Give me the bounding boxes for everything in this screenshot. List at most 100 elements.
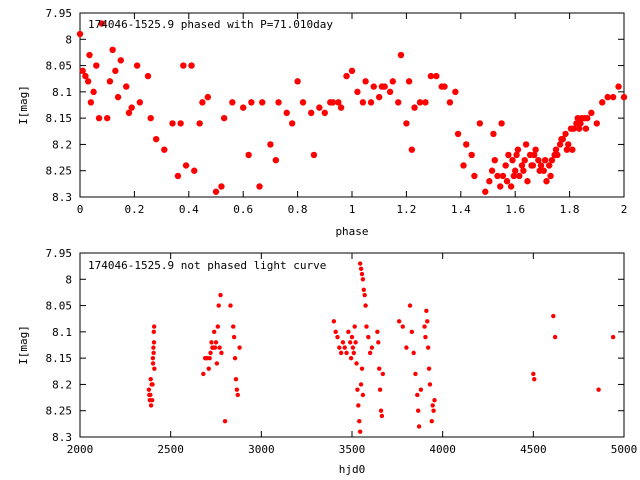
- chart-title: 174046-1525.9 phased with P=71.010day: [88, 18, 333, 31]
- data-point: [375, 329, 380, 335]
- data-point: [180, 62, 187, 69]
- data-point: [389, 78, 396, 85]
- y-tick-label: 8: [65, 273, 72, 286]
- data-point: [196, 120, 203, 127]
- x-tick-label: 1.2: [396, 203, 416, 216]
- data-point: [209, 340, 214, 345]
- data-point: [532, 376, 537, 382]
- data-point: [494, 172, 501, 180]
- data-point: [161, 146, 168, 153]
- data-point: [294, 78, 301, 85]
- y-tick-label: 8.3: [52, 431, 72, 444]
- data-point: [245, 151, 252, 159]
- data-point: [559, 135, 566, 143]
- data-point: [188, 62, 195, 69]
- y-tick-label: 8.2: [52, 138, 72, 151]
- data-point: [540, 167, 547, 174]
- data-point: [147, 114, 154, 122]
- data-point: [441, 83, 448, 90]
- x-tick-label: 0.2: [124, 203, 144, 216]
- y-tick-label: 8.05: [46, 300, 73, 313]
- data-point: [463, 141, 470, 148]
- data-point: [215, 324, 221, 329]
- data-point: [556, 141, 564, 148]
- data-point: [505, 151, 512, 159]
- data-point: [288, 120, 296, 127]
- y-tick-label: 8.3: [52, 191, 72, 204]
- data-point: [151, 324, 157, 329]
- data-point: [199, 99, 206, 106]
- data-point: [486, 178, 493, 185]
- data-point: [232, 355, 238, 361]
- data-point: [570, 125, 577, 132]
- data-point: [348, 67, 356, 75]
- data-point: [563, 146, 571, 153]
- data-point: [335, 334, 340, 340]
- data-point: [588, 109, 595, 117]
- data-point: [220, 114, 228, 122]
- x-tick-label: 3000: [248, 443, 275, 456]
- data-point: [216, 303, 221, 308]
- data-point: [93, 62, 100, 69]
- data-point: [359, 271, 365, 277]
- data-point: [516, 172, 523, 180]
- data-point: [471, 172, 478, 180]
- data-point: [106, 78, 114, 85]
- data-point: [358, 382, 364, 387]
- data-point: [357, 261, 363, 266]
- data-point: [228, 303, 233, 308]
- data-point: [520, 167, 527, 174]
- data-point: [575, 125, 583, 132]
- data-point: [133, 62, 141, 69]
- data-point: [604, 93, 611, 101]
- data-point: [426, 366, 432, 371]
- data-point: [418, 387, 424, 392]
- data-point: [84, 78, 92, 85]
- data-point: [460, 162, 467, 169]
- data-point: [548, 157, 556, 164]
- x-tick-label: 1.6: [505, 203, 525, 216]
- data-point: [233, 376, 239, 382]
- data-point: [235, 392, 240, 398]
- data-point: [593, 120, 600, 127]
- data-point: [272, 157, 280, 164]
- y-tick-label: 8.1: [52, 86, 72, 99]
- x-tick-label: 0.6: [233, 203, 253, 216]
- data-point: [512, 167, 519, 174]
- data-point: [405, 78, 413, 85]
- data-point: [349, 334, 355, 340]
- data-point: [403, 120, 410, 127]
- data-point: [499, 172, 507, 180]
- data-point: [87, 99, 95, 106]
- unphased-plot: 2000 2500 3000 3500 4000 4500 5000 7.95 8 8.05 8.1…: [17, 247, 637, 476]
- data-point: [219, 350, 224, 356]
- data-point: [510, 172, 518, 180]
- data-point: [427, 72, 435, 80]
- data-point: [76, 30, 84, 38]
- data-point: [546, 162, 553, 169]
- data-point: [411, 350, 416, 356]
- data-point: [432, 398, 437, 403]
- y-tick-label: 8.1: [52, 326, 72, 339]
- data-point: [343, 72, 350, 80]
- data-point: [360, 277, 366, 282]
- data-point: [259, 99, 266, 106]
- data-point: [335, 99, 342, 106]
- data-point: [415, 408, 421, 413]
- data-point: [151, 329, 157, 335]
- data-point: [610, 334, 616, 340]
- y-tick-label: 8.25: [46, 405, 73, 418]
- x-tick-label: 0.4: [179, 203, 199, 216]
- data-point: [204, 93, 212, 101]
- data-point: [584, 114, 591, 122]
- y-tick-label: 8.05: [46, 60, 73, 73]
- data-point: [408, 146, 416, 153]
- data-point: [562, 130, 569, 138]
- data-point: [416, 99, 424, 106]
- x-axis-label: phase: [335, 225, 368, 238]
- data-point: [348, 355, 354, 361]
- data-point: [425, 319, 430, 324]
- data-point: [248, 99, 255, 106]
- data-point: [357, 429, 363, 434]
- data-point: [522, 141, 530, 148]
